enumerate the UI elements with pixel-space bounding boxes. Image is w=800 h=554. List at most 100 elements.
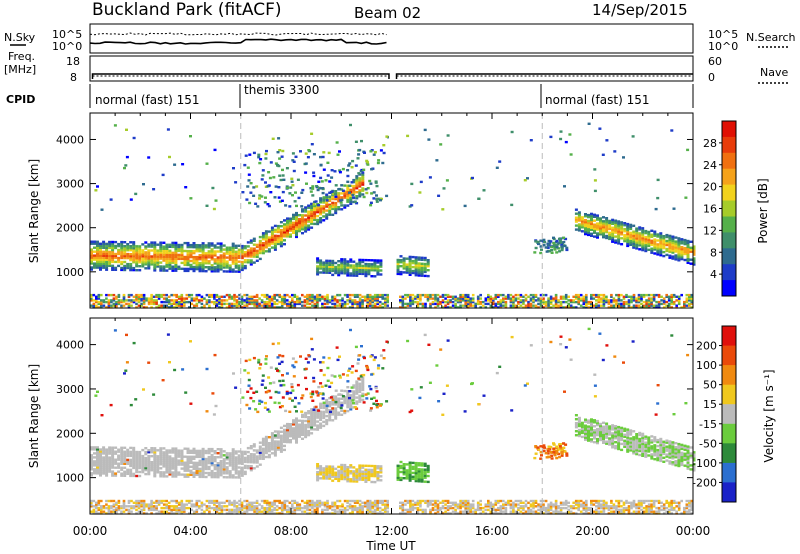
heatmap-cell bbox=[313, 422, 317, 425]
heatmap-cell bbox=[376, 475, 380, 478]
heatmap-cell bbox=[205, 204, 209, 207]
heatmap-cell bbox=[677, 302, 681, 306]
heatmap-cell bbox=[596, 216, 599, 219]
heatmap-cell bbox=[466, 306, 470, 309]
heatmap-cell bbox=[626, 234, 630, 238]
heatmap-cell bbox=[216, 258, 220, 261]
heatmap-cell bbox=[269, 161, 273, 164]
heatmap-cell bbox=[434, 299, 437, 302]
heatmap-cell bbox=[288, 192, 292, 195]
heatmap-cell bbox=[107, 306, 111, 309]
heatmap-cell bbox=[327, 356, 331, 360]
heatmap-cell bbox=[337, 271, 341, 275]
heatmap-cell bbox=[99, 264, 102, 267]
heatmap-cell bbox=[234, 452, 238, 455]
heatmap-cell bbox=[249, 447, 253, 450]
heatmap-cell bbox=[322, 215, 326, 218]
heatmap-cell bbox=[180, 453, 184, 456]
heatmap-cell bbox=[129, 470, 133, 474]
heatmap-cell bbox=[117, 458, 121, 461]
heatmap-cell bbox=[689, 258, 693, 261]
heatmap-cell bbox=[600, 300, 603, 304]
heatmap-cell bbox=[248, 300, 251, 304]
heatmap-cell bbox=[162, 471, 166, 474]
heatmap-cell bbox=[614, 431, 618, 434]
heatmap-cell bbox=[210, 252, 214, 255]
heatmap-cell bbox=[156, 459, 160, 462]
heatmap-cell bbox=[635, 300, 638, 304]
heatmap-cell bbox=[334, 411, 338, 414]
heatmap-cell bbox=[411, 297, 415, 300]
heatmap-cell bbox=[347, 164, 351, 167]
heatmap-cell bbox=[352, 186, 356, 190]
heatmap-cell bbox=[341, 167, 345, 171]
heatmap-cell bbox=[238, 304, 241, 307]
heatmap-cell bbox=[686, 445, 690, 448]
heatmap-cell bbox=[686, 459, 690, 462]
heatmap-cell bbox=[307, 226, 311, 229]
heatmap-cell bbox=[564, 300, 568, 304]
heatmap-cell bbox=[587, 221, 590, 225]
heatmap-cell bbox=[577, 217, 581, 220]
heatmap-cell bbox=[674, 456, 678, 459]
heatmap-cell bbox=[377, 364, 381, 367]
heatmap-cell bbox=[292, 169, 296, 173]
heatmap-cell bbox=[201, 242, 205, 245]
heatmap-cell bbox=[96, 446, 99, 449]
heatmap-cell bbox=[593, 437, 596, 440]
heatmap-cell bbox=[419, 302, 422, 306]
heatmap-cell bbox=[295, 221, 298, 225]
heatmap-cell bbox=[365, 191, 369, 195]
heatmap-cell bbox=[534, 246, 538, 250]
heatmap-cell bbox=[168, 473, 172, 476]
heatmap-cell bbox=[574, 418, 578, 421]
heatmap-cell bbox=[370, 275, 374, 278]
nsearch-label: N.Search bbox=[746, 31, 796, 44]
heatmap-cell bbox=[504, 302, 508, 306]
heatmap-cell bbox=[647, 293, 651, 297]
heatmap-cell bbox=[225, 250, 229, 253]
heatmap-cell bbox=[156, 243, 160, 246]
heatmap-cell bbox=[152, 302, 156, 306]
heatmap-cell bbox=[358, 400, 362, 403]
heatmap-cell bbox=[366, 163, 370, 166]
heatmap-cell bbox=[291, 159, 295, 162]
heatmap-cell bbox=[180, 455, 184, 458]
heatmap-cell bbox=[102, 262, 106, 265]
heatmap-cell bbox=[348, 162, 352, 165]
heatmap-cell bbox=[316, 420, 320, 423]
heatmap-cell bbox=[276, 226, 280, 230]
heatmap-cell bbox=[142, 295, 146, 298]
heatmap-cell bbox=[399, 300, 402, 304]
heatmap-cell bbox=[328, 209, 332, 212]
heatmap-cell bbox=[371, 300, 374, 304]
heatmap-cell bbox=[319, 469, 323, 472]
heatmap-cell bbox=[343, 272, 347, 275]
heatmap-cell bbox=[99, 242, 102, 245]
heatmap-cell bbox=[233, 299, 236, 302]
heatmap-cell bbox=[414, 260, 418, 263]
heatmap-cell bbox=[311, 300, 314, 304]
heatmap-cell bbox=[379, 149, 383, 152]
heatmap-cell bbox=[258, 457, 262, 460]
heatmap-cell bbox=[626, 442, 630, 445]
heatmap-cell bbox=[459, 304, 462, 307]
heatmap-cell bbox=[99, 268, 102, 271]
heatmap-cell bbox=[567, 299, 570, 302]
heatmap-cell bbox=[647, 442, 651, 445]
heatmap-cell bbox=[354, 369, 358, 373]
heatmap-cell bbox=[220, 302, 224, 306]
heatmap-cell bbox=[141, 462, 145, 466]
heatmap-cell bbox=[414, 473, 418, 477]
heatmap-cell bbox=[680, 461, 684, 465]
heatmap-cell bbox=[376, 271, 380, 274]
heatmap-cell bbox=[180, 457, 184, 460]
heatmap-cell bbox=[328, 467, 332, 470]
heatmap-cell bbox=[614, 435, 618, 438]
heatmap-cell bbox=[295, 229, 298, 233]
heatmap-cell bbox=[105, 458, 109, 461]
heatmap-cell bbox=[358, 148, 362, 152]
heatmap-cell bbox=[632, 440, 636, 443]
heatmap-cell bbox=[668, 236, 672, 240]
heatmap-cell bbox=[645, 306, 648, 309]
